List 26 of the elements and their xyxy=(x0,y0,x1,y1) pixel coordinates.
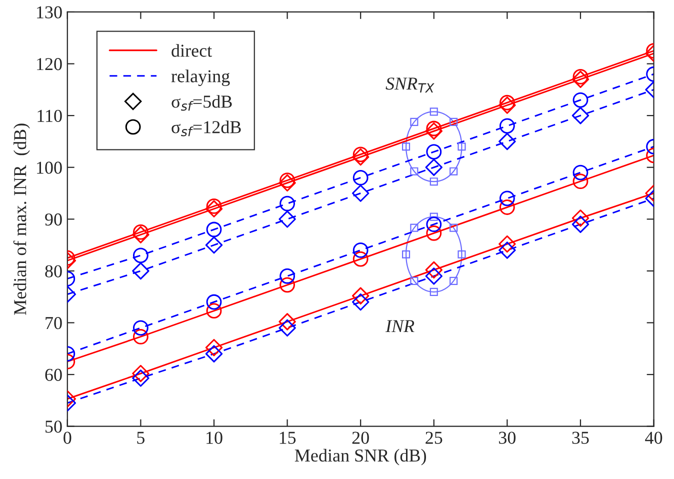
x-tick-label: 20 xyxy=(352,432,369,444)
y-tick-label: 110 xyxy=(38,110,62,122)
x-axis-title: Median SNR (dB) xyxy=(294,448,426,466)
legend-label: σ$_{sf}$=12dB xyxy=(172,120,241,136)
y-tick-label: 100 xyxy=(37,162,62,174)
x-tick-label: 0 xyxy=(64,432,72,444)
legend-label: relaying xyxy=(171,70,230,86)
legend-label: σ$_{sf}$=5dB xyxy=(172,95,232,111)
y-tick-label: 130 xyxy=(37,6,62,18)
x-tick-label: 5 xyxy=(137,432,145,444)
y-tick-label: 80 xyxy=(45,265,62,278)
x-tick-label: 35 xyxy=(572,432,589,444)
y-axis-title: Median of max. INR (dB) xyxy=(13,124,30,315)
x-tick-label: 30 xyxy=(499,432,516,444)
y-tick-label: 70 xyxy=(46,316,62,330)
y-tick-label: 60 xyxy=(45,368,62,381)
x-tick-label: 40 xyxy=(645,432,662,444)
x-tick-label: 25 xyxy=(426,432,442,444)
y-tick-label: 120 xyxy=(37,58,62,70)
y-tick-label: 50 xyxy=(46,420,62,433)
x-tick-label: 15 xyxy=(280,432,296,444)
y-tick-label: 90 xyxy=(45,213,62,226)
x-tick-label: 10 xyxy=(206,432,222,444)
annotation: INR xyxy=(385,320,414,332)
legend-label: direct xyxy=(172,44,212,57)
annotation: SNR$_{TX}$ xyxy=(386,78,434,92)
